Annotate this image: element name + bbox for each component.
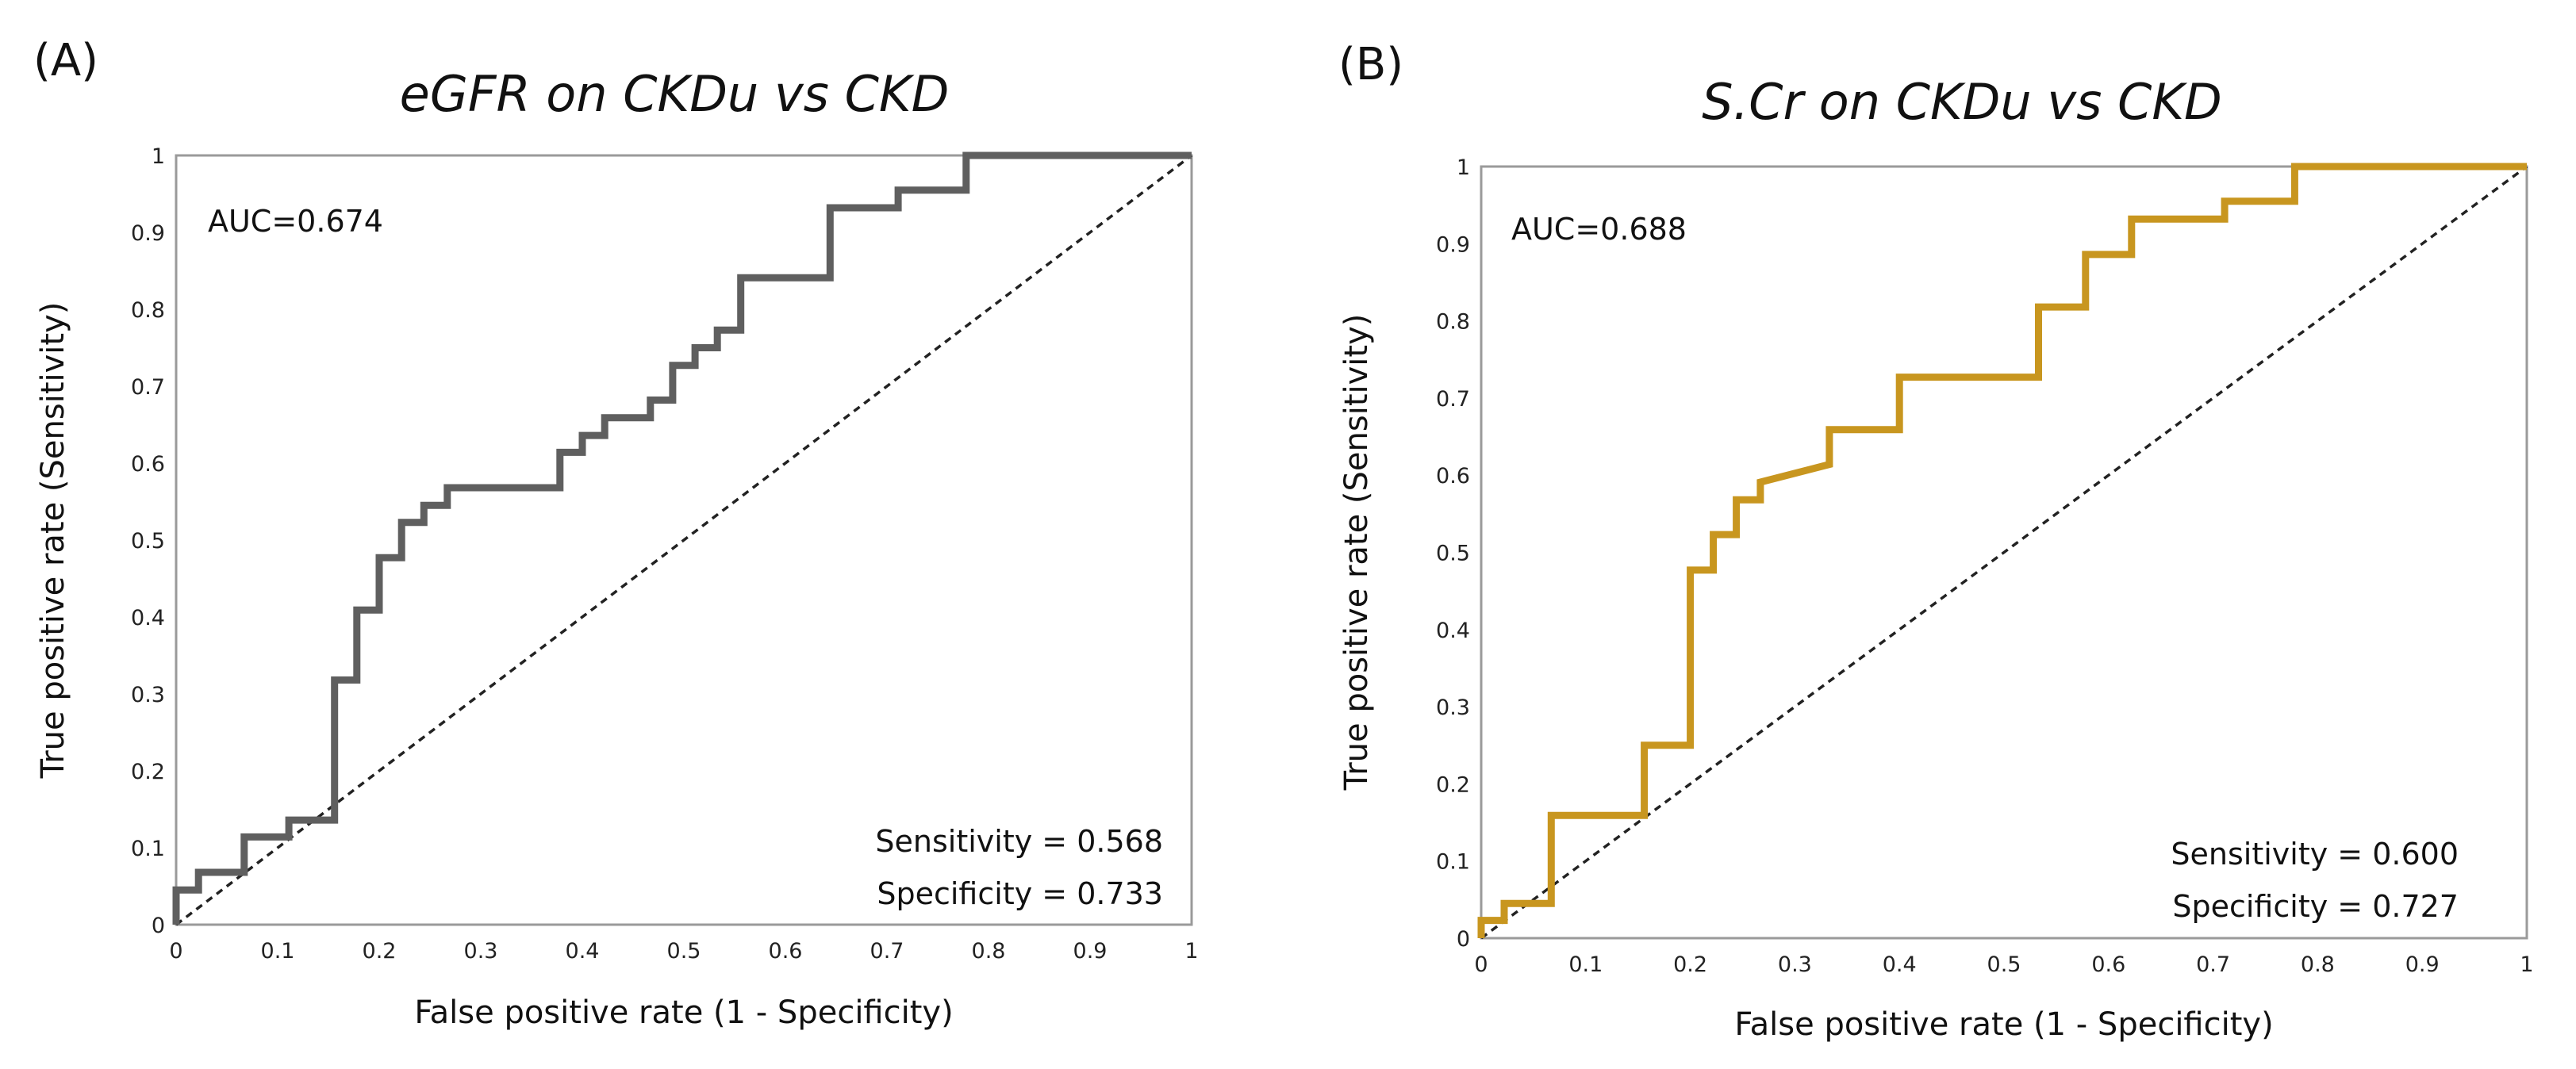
y-tick-label: 0.3: [1436, 695, 1470, 720]
auc-label: AUC=0.674: [208, 204, 383, 239]
x-tick-label: 0.8: [972, 939, 1006, 964]
y-tick-label: 0.5: [1436, 542, 1470, 566]
x-tick-label: 0.8: [2301, 952, 2335, 977]
y-tick-label: 0: [1457, 927, 1470, 952]
y-tick-label: 0.2: [131, 760, 165, 784]
x-axis-ticks: 0 0.1 0.2 0.3 0.4 0.5 0.6 0.7 0.8 0.9 1: [1474, 952, 2533, 977]
reference-diagonal-line: [1480, 165, 2528, 940]
x-tick-label: 0.6: [2091, 952, 2125, 977]
sensitivity-label: Sensitivity = 0.600: [2171, 837, 2459, 872]
x-tick-label: 0: [169, 939, 182, 964]
y-tick-label: 0.1: [1436, 850, 1470, 875]
y-tick-label: 0.8: [1436, 310, 1470, 335]
x-tick-label: 0.5: [1987, 952, 2021, 977]
roc-chart-b: (B) S.Cr on CKDu vs CKD 0 0.1 0.2 0.3 0.4 0.5…: [1338, 39, 2534, 1043]
x-tick-label: 0.7: [2196, 952, 2230, 977]
x-tick-label: 0.3: [464, 939, 498, 964]
specificity-label: Specificity = 0.727: [2172, 889, 2459, 924]
x-tick-label: 0.7: [870, 939, 904, 964]
x-tick-label: 0.1: [1568, 952, 1603, 977]
y-axis-ticks: 0 0.1 0.2 0.3 0.4 0.5 0.6 0.7 0.8 0.9 1: [1436, 155, 1470, 952]
reference-diagonal-line: [175, 154, 1193, 926]
x-tick-label: 0.2: [363, 939, 397, 964]
y-tick-label: 0.6: [1436, 464, 1470, 489]
panel-label: (A): [33, 35, 98, 86]
roc-chart-a: (A) eGFR on CKDu vs CKD 0 0.1 0.2 0.3 0.4 0.5…: [33, 35, 1199, 1031]
chart-panel-a: (A) eGFR on CKDu vs CKD 0 0.1 0.2 0.3 0.4 0.5…: [33, 35, 1199, 1031]
x-tick-label: 0.3: [1778, 952, 1812, 977]
x-tick-label: 1: [2520, 952, 2533, 977]
y-tick-label: 1: [152, 144, 165, 169]
y-tick-label: 0.9: [1436, 232, 1470, 257]
y-tick-label: 0.6: [131, 452, 165, 477]
x-tick-label: 0.5: [667, 939, 701, 964]
y-tick-label: 0.4: [1436, 619, 1470, 643]
y-tick-label: 0.8: [131, 298, 165, 323]
x-axis-ticks: 0 0.1 0.2 0.3 0.4 0.5 0.6 0.7 0.8 0.9 1: [169, 939, 1198, 964]
y-tick-label: 0.2: [1436, 772, 1470, 797]
y-tick-label: 0.1: [131, 837, 165, 861]
y-tick-label: 0.3: [131, 683, 165, 707]
roc-curve: [1477, 163, 2527, 938]
x-tick-label: 0.2: [1673, 952, 1707, 977]
x-tick-label: 0.9: [1073, 939, 1108, 964]
y-axis-title: True positive rate (Sensitivity): [35, 302, 71, 780]
chart-title: S.Cr on CKDu vs CKD: [1702, 73, 2222, 131]
specificity-label: Specificity = 0.733: [877, 876, 1163, 911]
x-tick-label: 0.4: [1883, 952, 1917, 977]
y-tick-label: 0: [152, 914, 165, 938]
y-tick-label: 0.7: [1436, 387, 1470, 412]
roc-curve: [172, 151, 1192, 925]
y-tick-label: 0.9: [131, 221, 165, 246]
sensitivity-label: Sensitivity = 0.568: [875, 824, 1163, 859]
auc-label: AUC=0.688: [1511, 212, 1687, 247]
x-tick-label: 0.1: [261, 939, 295, 964]
chart-title: eGFR on CKDu vs CKD: [400, 65, 950, 123]
x-tick-label: 0.4: [566, 939, 600, 964]
y-axis-title: True positive rate (Sensitivity): [1338, 314, 1375, 791]
panel-label: (B): [1338, 39, 1403, 90]
y-tick-label: 0.7: [131, 375, 165, 400]
y-axis-ticks: 0 0.1 0.2 0.3 0.4 0.5 0.6 0.7 0.8 0.9 1: [131, 144, 165, 938]
x-axis-title: False positive rate (1 - Specificity): [1734, 1006, 2273, 1043]
chart-panel-b: (B) S.Cr on CKDu vs CKD 0 0.1 0.2 0.3 0.4 0.5…: [1288, 0, 2575, 1069]
x-tick-label: 0.6: [769, 939, 803, 964]
y-tick-label: 0.5: [131, 529, 165, 554]
x-tick-label: 1: [1184, 939, 1198, 964]
x-tick-label: 0: [1474, 952, 1488, 977]
x-tick-label: 0.9: [2405, 952, 2440, 977]
y-tick-label: 1: [1457, 155, 1470, 180]
y-tick-label: 0.4: [131, 606, 165, 630]
x-axis-title: False positive rate (1 - Specificity): [414, 994, 953, 1031]
